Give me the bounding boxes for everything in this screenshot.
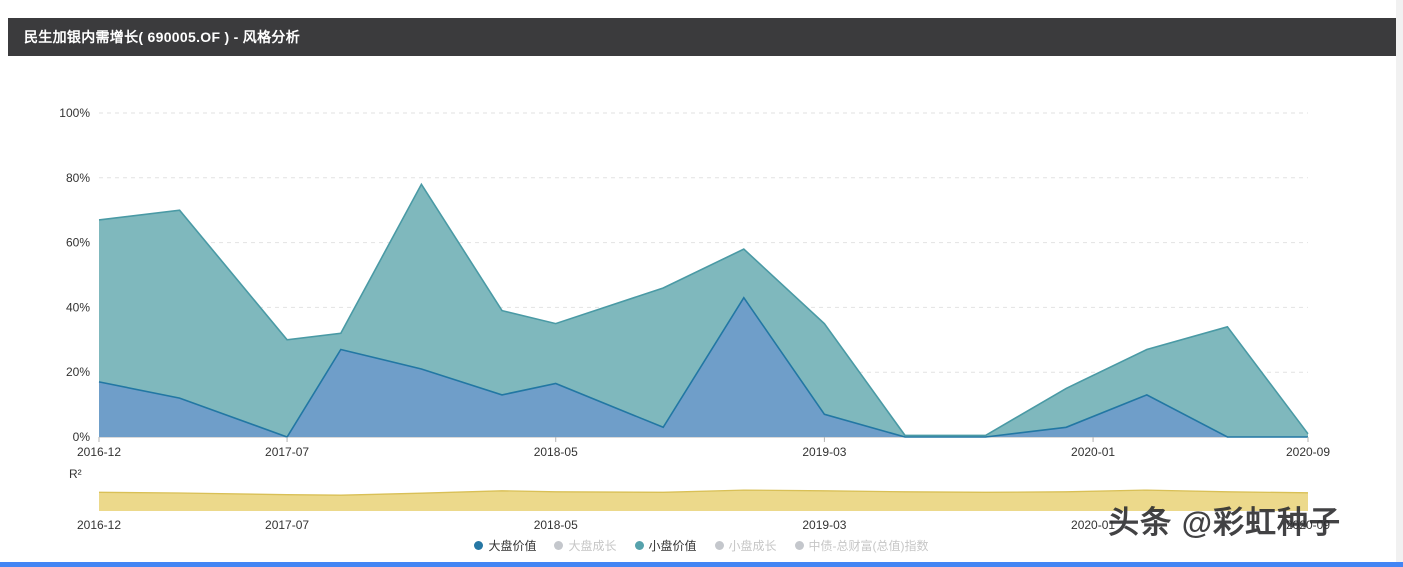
x-tick-label: 2016-12	[77, 445, 121, 459]
r2-axis-label: R²	[69, 467, 82, 481]
legend-dot-icon	[474, 541, 484, 550]
legend-item-small-cap-growth[interactable]: 小盘成长	[714, 537, 777, 554]
x-tick-label: 2020-01	[1071, 518, 1115, 532]
legend-label: 中债-总财富(总值)指数	[808, 539, 929, 553]
line-large-cap-value	[98, 296, 1308, 438]
x-tick-label: 2016-12	[77, 518, 121, 532]
x-tick-label: 2020-09	[1286, 445, 1330, 459]
page-title: 民生加银内需增长( 690005.OF ) - 风格分析	[24, 29, 300, 45]
legend-item-bond-total-wealth-index[interactable]: 中债-总财富(总值)指数	[794, 537, 929, 554]
legend: 大盘价值 大盘成长 小盘价值 小盘成长 中债-总财富(总值)指数	[0, 537, 1403, 554]
y-tick-label: 80%	[66, 171, 90, 185]
r2-line	[98, 489, 1309, 496]
x-tick-label: 2017-07	[265, 445, 309, 459]
x-tick-label: 2018-05	[534, 518, 578, 532]
legend-label: 大盘成长	[568, 539, 617, 553]
page-gutter	[1396, 0, 1403, 562]
legend-dot-icon	[794, 541, 804, 550]
y-tick-label: 0%	[73, 430, 91, 444]
legend-item-large-cap-growth[interactable]: 大盘成长	[554, 537, 617, 554]
y-tick-label: 40%	[66, 300, 90, 314]
r2-area[interactable]	[99, 490, 1308, 511]
x-tick-label: 2017-07	[265, 518, 309, 532]
legend-dot-icon	[554, 541, 564, 550]
legend-dot-icon	[634, 541, 644, 550]
area-large-cap-value[interactable]	[99, 297, 1308, 437]
style-analysis-chart[interactable]: 0% 20% 40% 60% 80% 100% 2016-12 2017-07 2018-05 2…	[0, 56, 1403, 468]
watermark: 头条 @彩虹种子	[1108, 505, 1341, 540]
bottom-accent-bar	[0, 562, 1403, 567]
window-title-bar: 民生加银内需增长( 690005.OF ) - 风格分析	[8, 18, 1396, 56]
legend-label: 小盘价值	[648, 539, 697, 553]
legend-label: 小盘成长	[728, 539, 777, 553]
y-tick-label: 60%	[66, 236, 90, 250]
x-tick-label: 2019-03	[802, 445, 846, 459]
legend-dot-icon	[714, 541, 724, 550]
legend-label: 大盘价值	[488, 539, 537, 553]
x-tick-label: 2018-05	[534, 445, 578, 459]
legend-item-small-cap-value[interactable]: 小盘价值	[634, 537, 697, 554]
line-small-cap-value	[98, 182, 1309, 437]
legend-item-large-cap-value[interactable]: 大盘价值	[474, 537, 536, 554]
y-tick-label: 100%	[59, 106, 90, 120]
y-tick-label: 20%	[66, 365, 90, 379]
r2-chart[interactable]: 2016-12 2017-07 2018-05 2019-03 2020-01 2020-…	[0, 482, 1403, 544]
x-tick-label: 2020-09	[1286, 518, 1330, 532]
x-tick-label: 2020-01	[1071, 445, 1115, 459]
area-small-cap-value[interactable]	[99, 184, 1308, 437]
x-tick-label: 2019-03	[802, 518, 846, 532]
